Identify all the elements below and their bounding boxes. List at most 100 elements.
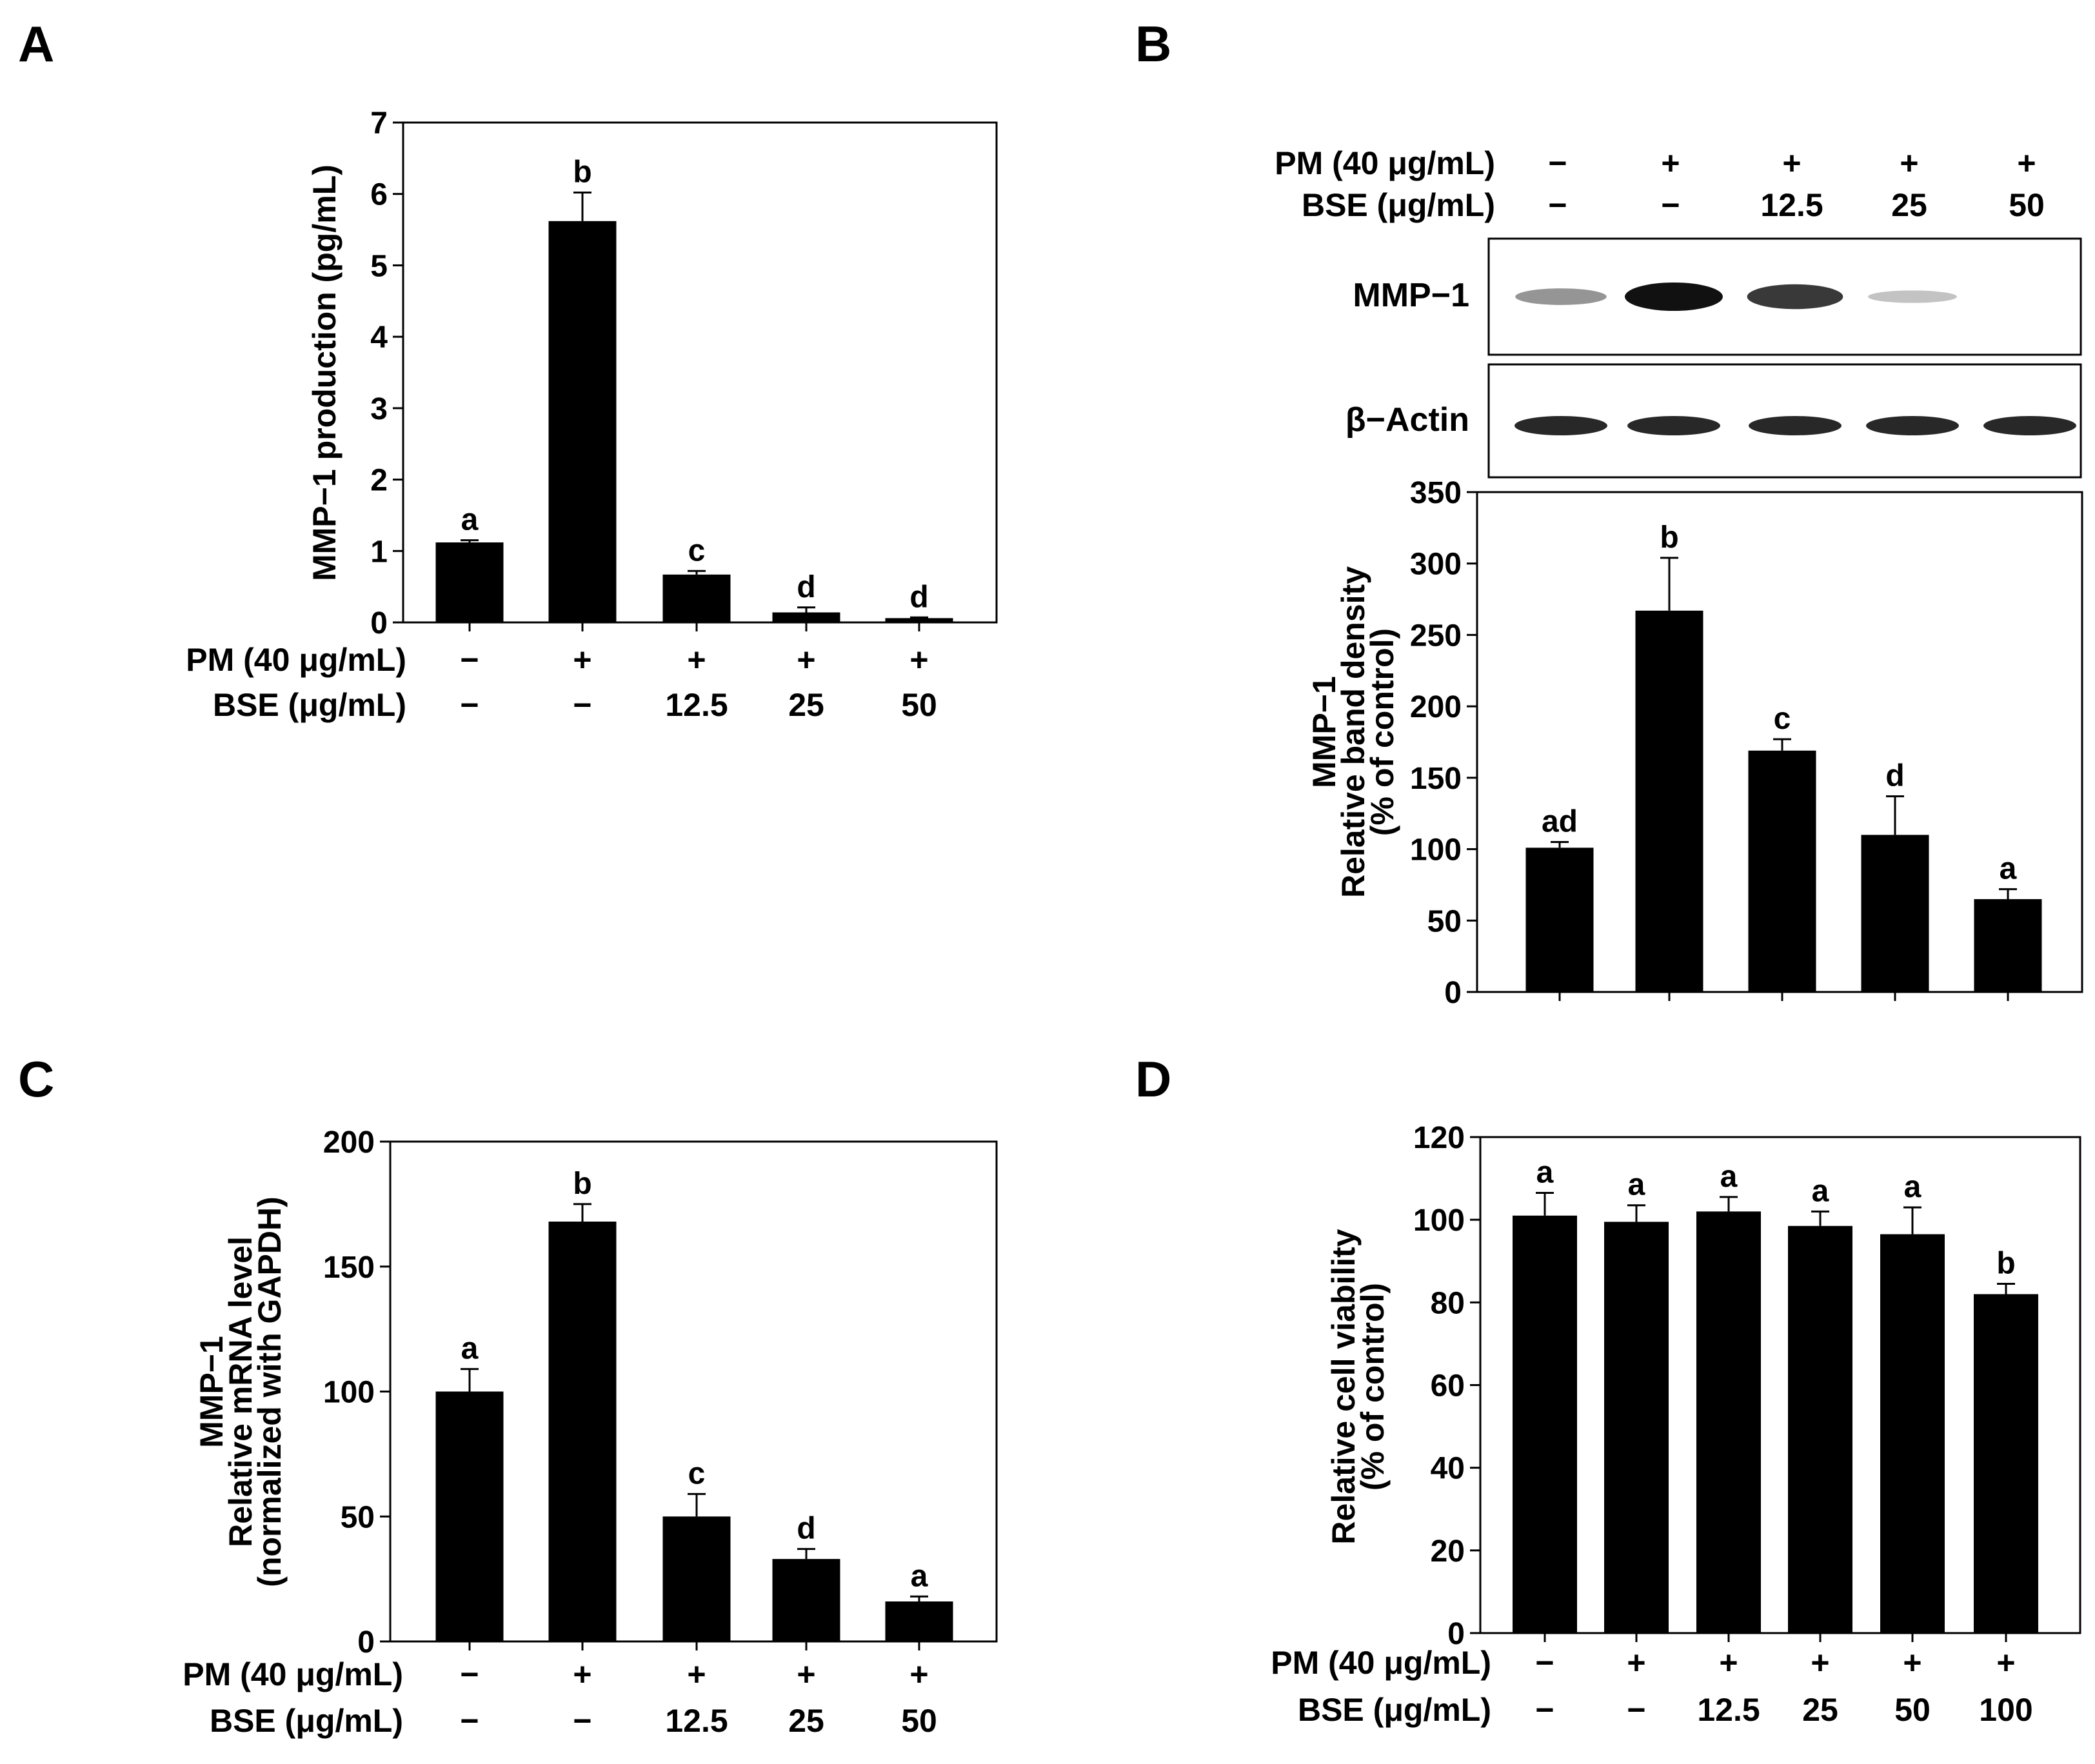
blot-actin-label: β−Actin bbox=[1345, 401, 1469, 439]
chart-a-bse-label: BSE (μg/mL) bbox=[213, 687, 406, 723]
blot-actin-band bbox=[1983, 416, 2076, 435]
chart-d-pm-value: + bbox=[1996, 1645, 2015, 1681]
chart-c-bse-value: − bbox=[460, 1703, 479, 1739]
blot-bands: − − + − +12.5 +25 +50 bbox=[1514, 145, 2076, 435]
blot-mmp1-band bbox=[1625, 282, 1723, 311]
panel-letter-b: B bbox=[1135, 15, 1171, 72]
chart-c-sig-label: c bbox=[688, 1456, 706, 1491]
chart-c-pm-value: + bbox=[573, 1656, 591, 1692]
chart-a-bar bbox=[435, 542, 504, 622]
chart-c-bar bbox=[662, 1516, 731, 1641]
chart-c-ytick-label: 200 bbox=[323, 1125, 375, 1160]
chart-d-bse-value: 12.5 bbox=[1697, 1692, 1760, 1728]
chart-a-bse-value: − bbox=[573, 687, 591, 723]
blot-bse-value: − bbox=[1661, 187, 1680, 223]
chart-a-ytick-label: 3 bbox=[370, 392, 388, 426]
chart-a-sig-label: d bbox=[909, 580, 928, 614]
chart-c-bar bbox=[772, 1559, 840, 1641]
chart-b-bar bbox=[1635, 610, 1703, 992]
chart-d-ytick-label: 120 bbox=[1413, 1121, 1465, 1155]
chart-a-ytick-label: 1 bbox=[370, 535, 388, 569]
chart-b-sig-label: d bbox=[1885, 759, 1904, 793]
chart-c-pm-label: PM (40 μg/mL) bbox=[183, 1656, 403, 1692]
chart-a-pm-value: + bbox=[573, 642, 591, 678]
blot-pm-value: + bbox=[1900, 145, 1918, 181]
chart-d-bar bbox=[1880, 1234, 1945, 1633]
chart-a-pm-value: + bbox=[909, 642, 928, 678]
chart-c-sig-label: d bbox=[797, 1512, 815, 1546]
chart-d-pm-value: + bbox=[1719, 1645, 1738, 1681]
blot-pm-value: + bbox=[2017, 145, 2036, 181]
chart-b-ylabel: Relative band density bbox=[1335, 566, 1371, 898]
chart-a-bse-value: 12.5 bbox=[665, 687, 728, 723]
chart-d-bse-value: 50 bbox=[1894, 1692, 1931, 1728]
chart-a-bse-value: − bbox=[460, 687, 479, 723]
chart-d-bse-value: 25 bbox=[1802, 1692, 1838, 1728]
blot-actin-band bbox=[1627, 416, 1720, 435]
blot-bse-value: − bbox=[1548, 187, 1567, 223]
chart-b-bar bbox=[1748, 750, 1816, 992]
chart-d-ytick-label: 40 bbox=[1431, 1452, 1465, 1486]
chart-a-bar bbox=[548, 221, 617, 622]
chart-b-ytick-label: 350 bbox=[1410, 476, 1462, 510]
chart-c-bse-value: 12.5 bbox=[665, 1703, 728, 1739]
chart-d-bse-label: BSE (μg/mL) bbox=[1298, 1692, 1491, 1728]
chart-c-ytick-label: 150 bbox=[323, 1251, 375, 1285]
chart-d-sig-label: b bbox=[1996, 1246, 2015, 1280]
chart-a-bar bbox=[885, 618, 953, 622]
chart-b-ytick-label: 100 bbox=[1410, 833, 1462, 867]
chart-d-sig-label: a bbox=[1628, 1168, 1645, 1202]
chart-d-ytick-label: 100 bbox=[1413, 1204, 1465, 1238]
chart-d-bar bbox=[1513, 1215, 1577, 1633]
blot-mmp1-band bbox=[1747, 284, 1843, 310]
blot-mmp1-label: MMP−1 bbox=[1353, 277, 1469, 314]
chart-d-bse-value: 100 bbox=[1979, 1692, 2032, 1728]
chart-a-ytick-label: 2 bbox=[370, 464, 388, 498]
chart-b-ylabel: (% of control) bbox=[1364, 628, 1400, 836]
chart-b-ytick-label: 200 bbox=[1410, 690, 1462, 724]
chart-c-pm-value: + bbox=[797, 1656, 815, 1692]
chart-b-ytick-label: 50 bbox=[1427, 904, 1462, 938]
panel-letter-d: D bbox=[1135, 1051, 1171, 1107]
blot-pm-value: − bbox=[1548, 145, 1567, 181]
charts: 0 1 2 3 4 5 6 7 MMP−1 production (pg/mL) a b c d d − − +… bbox=[194, 106, 2083, 1739]
chart-a-ylabel: MMP−1 production (pg/mL) bbox=[306, 164, 343, 581]
chart-a-bse-value: 50 bbox=[901, 687, 937, 723]
chart-d-bse-value: − bbox=[1535, 1692, 1554, 1728]
chart-b-ytick-label: 150 bbox=[1410, 762, 1462, 796]
chart-d-sig-label: a bbox=[1812, 1174, 1829, 1208]
panel-letter-c: C bbox=[18, 1051, 54, 1107]
chart-c-sig-label: b bbox=[573, 1167, 591, 1201]
chart-b-bar bbox=[1525, 847, 1594, 992]
chart-b-bar bbox=[1974, 899, 2042, 992]
chart-d-bar bbox=[1696, 1211, 1761, 1633]
chart-a-ytick-label: 0 bbox=[370, 606, 388, 640]
chart-c-bse-value: 25 bbox=[788, 1703, 824, 1739]
chart-c-pm-value: + bbox=[687, 1656, 706, 1692]
chart-c-pm-value: − bbox=[460, 1656, 479, 1692]
blot-pm-value: + bbox=[1782, 145, 1801, 181]
chart-d-ytick-label: 80 bbox=[1431, 1286, 1465, 1320]
chart-d-pm-label: PM (40 μg/mL) bbox=[1271, 1645, 1491, 1681]
blot-actin-band bbox=[1866, 416, 1959, 435]
chart-d-ytick-label: 20 bbox=[1431, 1534, 1465, 1569]
chart-c-bar bbox=[548, 1222, 617, 1641]
blot-bse-value: 25 bbox=[1891, 187, 1927, 223]
chart-d-ytick-label: 0 bbox=[1447, 1617, 1465, 1651]
chart-b-ytick-label: 300 bbox=[1410, 548, 1462, 582]
chart-d-bar bbox=[1604, 1222, 1669, 1633]
blot-mmp1-band bbox=[1868, 290, 1957, 303]
chart-c-bse-value: − bbox=[573, 1703, 591, 1739]
blot-pm-value: + bbox=[1661, 145, 1680, 181]
chart-b-bar bbox=[1861, 835, 1929, 992]
blot-pm-label: PM (40 μg/mL) bbox=[1275, 145, 1495, 181]
chart-c-sig-label: a bbox=[461, 1332, 479, 1366]
chart-c-ytick-label: 0 bbox=[357, 1625, 375, 1660]
chart-c-sig-label: a bbox=[911, 1559, 928, 1593]
chart-c-ytick-label: 100 bbox=[323, 1376, 375, 1410]
chart-c-ylabel: (normalized with GAPDH) bbox=[252, 1196, 288, 1587]
chart-a-ytick-label: 6 bbox=[370, 178, 388, 212]
blot-actin-band bbox=[1514, 416, 1607, 435]
chart-b-ylabel: MMP−1 bbox=[1306, 676, 1342, 788]
blot-mmp1-band bbox=[1515, 288, 1607, 305]
